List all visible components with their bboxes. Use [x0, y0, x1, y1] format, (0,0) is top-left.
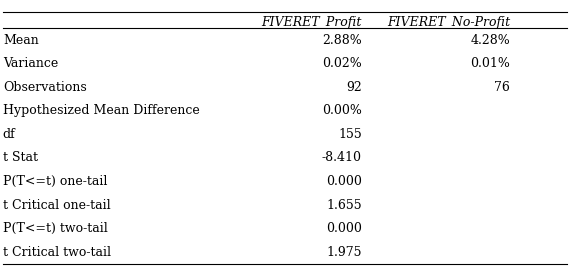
Text: 92: 92 [346, 81, 362, 94]
Text: 0.01%: 0.01% [470, 57, 510, 70]
Text: 0.00%: 0.00% [322, 104, 362, 117]
Text: 1.975: 1.975 [327, 246, 362, 259]
Text: FIVERET_Profit: FIVERET_Profit [262, 16, 362, 29]
Text: t Critical one-tail: t Critical one-tail [3, 199, 111, 212]
Text: t Stat: t Stat [3, 151, 38, 165]
Text: Observations: Observations [3, 81, 87, 94]
Text: -8.410: -8.410 [322, 151, 362, 165]
Text: 76: 76 [494, 81, 510, 94]
Text: 155: 155 [338, 128, 362, 141]
Text: Mean: Mean [3, 34, 39, 47]
Text: FIVERET_No-Profit: FIVERET_No-Profit [387, 16, 510, 29]
Text: 1.655: 1.655 [326, 199, 362, 212]
Text: t Critical two-tail: t Critical two-tail [3, 246, 111, 259]
Text: 0.000: 0.000 [326, 175, 362, 188]
Text: P(T<=t) one-tail: P(T<=t) one-tail [3, 175, 107, 188]
Text: 4.28%: 4.28% [470, 34, 510, 47]
Text: Variance: Variance [3, 57, 58, 70]
Text: P(T<=t) two-tail: P(T<=t) two-tail [3, 222, 108, 235]
Text: 0.02%: 0.02% [322, 57, 362, 70]
Text: Hypothesized Mean Difference: Hypothesized Mean Difference [3, 104, 199, 117]
Text: df: df [3, 128, 15, 141]
Text: 0.000: 0.000 [326, 222, 362, 235]
Text: 2.88%: 2.88% [322, 34, 362, 47]
